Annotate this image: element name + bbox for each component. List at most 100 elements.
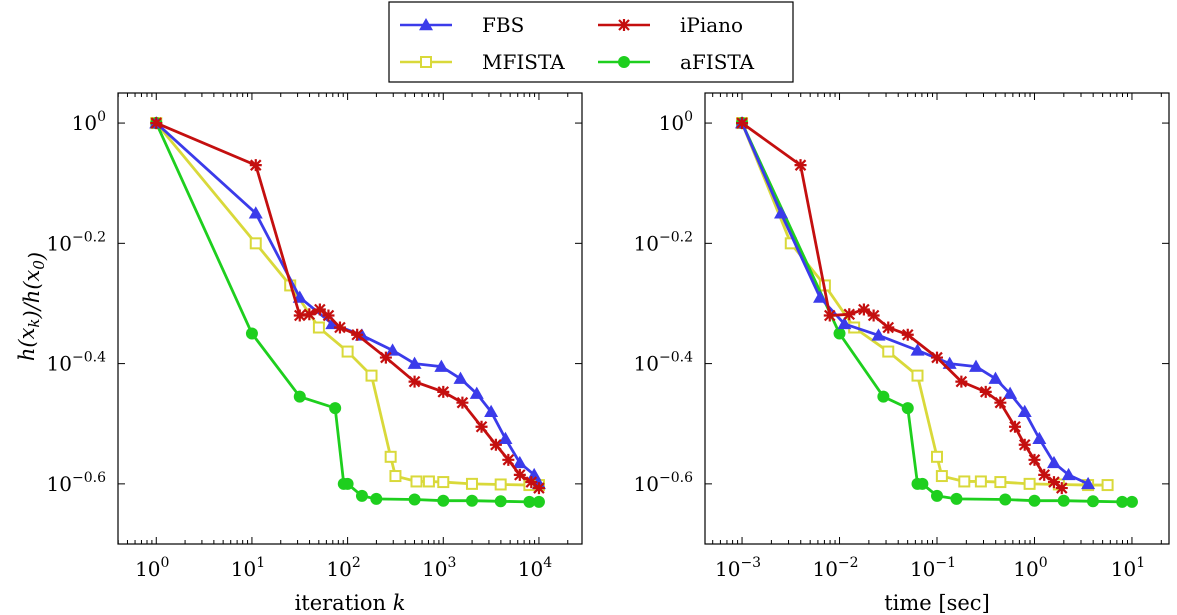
data-point-ipiano xyxy=(333,321,346,334)
x-tick-label: 101 xyxy=(231,555,265,581)
data-point-afista xyxy=(1086,495,1099,508)
data-point-ipiano xyxy=(502,453,515,466)
axes-frame xyxy=(117,92,583,545)
data-point-fbs xyxy=(1032,431,1047,445)
series-fbs xyxy=(735,116,1096,490)
legend-item-afista: aFISTA xyxy=(598,50,755,74)
legend-marker xyxy=(618,19,630,31)
legend-label: FBS xyxy=(482,13,524,37)
series-line-ipiano xyxy=(155,121,540,490)
data-point-mfista xyxy=(437,476,450,489)
data-point-ipiano xyxy=(489,438,502,451)
series-mfista xyxy=(736,117,1114,492)
data-point-mfista xyxy=(365,369,378,382)
legend-marker xyxy=(618,56,630,68)
right-chart-panel: 10−3 10−2 10−1 100 101 100 10−0.2 10−0.4 10−0.6 t… xyxy=(634,92,1170,615)
data-point-ipiano xyxy=(901,328,914,341)
y-axis: 100 10−0.2 10−0.4 10−0.6 xyxy=(634,109,1169,496)
series-ipiano xyxy=(736,117,1068,495)
data-point-ipiano xyxy=(456,396,469,409)
data-point-fbs xyxy=(407,356,422,369)
data-point-fbs xyxy=(1017,404,1032,417)
x-tick-label: 100 xyxy=(1013,555,1047,581)
legend-marker xyxy=(420,56,432,68)
legend-item-ipiano: iPiano xyxy=(598,13,743,37)
data-point-ipiano xyxy=(931,351,943,364)
data-point-ipiano xyxy=(1047,476,1060,489)
data-point-afista xyxy=(877,390,890,403)
y-tick-label: 100 xyxy=(659,109,693,135)
data-point-afista xyxy=(1057,494,1070,507)
data-point-mfista xyxy=(882,345,895,358)
data-point-fbs xyxy=(385,343,400,356)
data-point-mfista xyxy=(341,345,354,358)
x-tick-label: 100 xyxy=(135,555,169,581)
data-point-mfista xyxy=(494,478,507,491)
data-point-fbs xyxy=(1061,467,1076,481)
data-point-fbs xyxy=(453,371,468,384)
data-point-mfista xyxy=(935,470,948,483)
data-point-afista xyxy=(833,327,846,340)
data-point-mfista xyxy=(974,475,987,488)
data-point-afista xyxy=(494,495,507,508)
data-point-fbs xyxy=(248,206,263,219)
y-tick-label: 10−0.2 xyxy=(47,229,106,255)
data-point-mfista xyxy=(1101,479,1114,492)
x-tick-label: 10−2 xyxy=(812,555,858,581)
data-point-ipiano xyxy=(955,375,968,388)
plot-area xyxy=(149,116,546,508)
data-point-ipiano xyxy=(351,328,364,341)
data-point-mfista xyxy=(422,475,435,488)
legend-marker xyxy=(419,18,433,31)
data-point-ipiano xyxy=(313,303,326,316)
plot-area xyxy=(735,116,1138,508)
x-tick-label: 102 xyxy=(326,555,360,581)
data-point-afista xyxy=(437,494,450,507)
x-tick-label: 101 xyxy=(1111,555,1145,581)
series-afista xyxy=(150,117,545,508)
data-point-fbs xyxy=(484,404,499,417)
data-point-fbs xyxy=(774,206,789,219)
series-line-afista xyxy=(154,122,539,504)
data-point-mfista xyxy=(410,475,423,488)
data-point-ipiano xyxy=(150,117,163,130)
data-point-ipiano xyxy=(1055,482,1068,495)
legend-label: MFISTA xyxy=(482,50,565,74)
x-axis-label: iteration k xyxy=(295,591,406,615)
data-point-afista xyxy=(370,492,383,505)
legend-item-fbs: FBS xyxy=(400,13,524,37)
legend-box xyxy=(388,1,794,83)
data-point-ipiano xyxy=(1028,453,1041,466)
y-axis-label: h(xk)/h(x0) xyxy=(15,252,49,361)
data-point-ipiano xyxy=(994,396,1007,409)
data-point-afista xyxy=(999,493,1012,506)
data-point-fbs xyxy=(512,455,527,469)
data-point-mfista xyxy=(389,470,402,483)
data-point-ipiano xyxy=(857,303,870,316)
data-point-afista xyxy=(329,402,342,415)
data-point-ipiano xyxy=(322,309,335,322)
x-tick-label: 10−1 xyxy=(910,555,956,581)
legend-label: aFISTA xyxy=(680,50,755,74)
data-point-mfista xyxy=(312,321,325,334)
data-point-fbs xyxy=(498,431,513,445)
x-tick-label: 10−3 xyxy=(715,555,761,581)
x-axis: 100 101 102 103 104 xyxy=(117,93,569,581)
data-point-mfista xyxy=(958,475,971,488)
y-axis: 100 10−0.2 10−0.4 10−0.6 xyxy=(47,109,582,496)
x-axis: 10−3 10−2 10−1 100 101 xyxy=(712,93,1162,581)
data-point-afista xyxy=(408,493,421,506)
data-point-mfista xyxy=(465,477,478,490)
data-point-ipiano xyxy=(794,159,807,172)
data-point-ipiano xyxy=(525,476,538,489)
data-point-mfista xyxy=(994,476,1007,489)
data-point-ipiano xyxy=(379,351,392,364)
data-point-ipiano xyxy=(475,420,488,433)
data-point-ipiano xyxy=(1018,438,1031,451)
data-point-mfista xyxy=(249,237,262,250)
data-point-ipiano xyxy=(979,385,992,398)
series-mfista xyxy=(150,117,545,492)
data-point-ipiano xyxy=(408,375,421,388)
data-point-afista xyxy=(901,402,914,415)
data-point-ipiano xyxy=(736,117,749,130)
